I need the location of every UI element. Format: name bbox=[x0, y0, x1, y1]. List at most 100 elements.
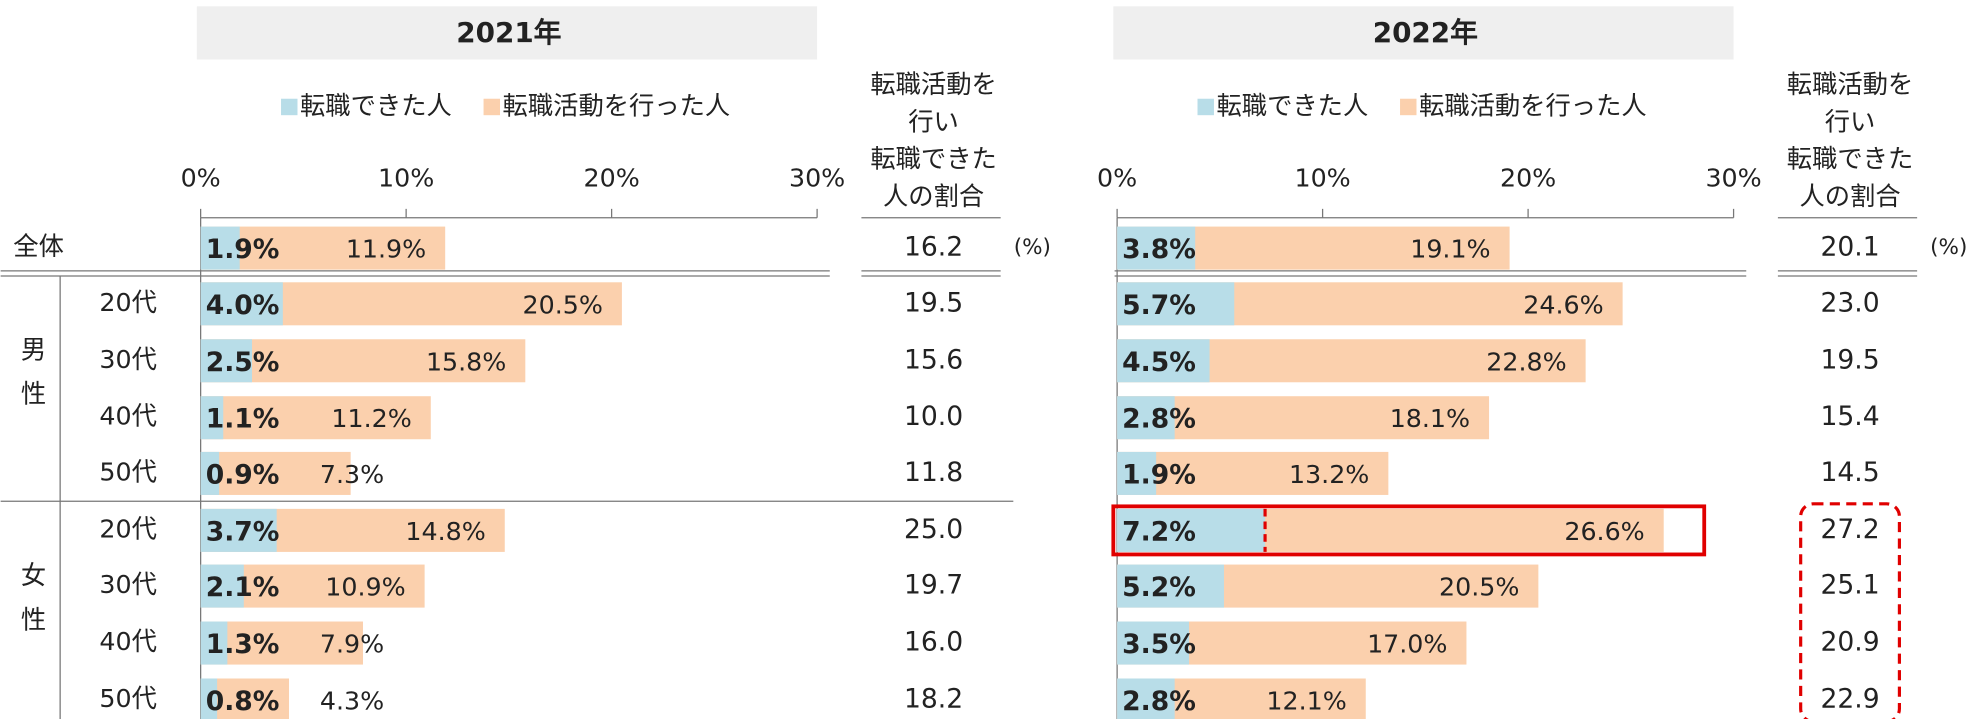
data-label: 3.8% bbox=[1122, 234, 1196, 265]
row-label: 40代 bbox=[99, 627, 156, 656]
data-label: 7.3% bbox=[320, 460, 384, 489]
row-label: 全体 bbox=[13, 232, 64, 261]
unit-label: (%) bbox=[1930, 235, 1967, 260]
data-label: 22.8% bbox=[1486, 347, 1566, 376]
ratio-value: 27.2 bbox=[1820, 514, 1879, 545]
bar bbox=[200, 339, 253, 383]
bar bbox=[1117, 226, 1196, 270]
legend-swatch bbox=[281, 98, 298, 116]
x-tick-label: 10% bbox=[1294, 164, 1350, 193]
bar bbox=[200, 451, 220, 495]
ratio-value: 15.6 bbox=[904, 344, 963, 375]
column-header: 転職活動を bbox=[1787, 70, 1914, 99]
chart-title: 2021年 bbox=[456, 16, 561, 49]
data-label: 10.9% bbox=[325, 573, 405, 602]
data-label: 15.8% bbox=[426, 347, 506, 376]
data-label: 18.1% bbox=[1390, 404, 1470, 433]
row-label: 20代 bbox=[99, 288, 156, 317]
ratio-value: 15.4 bbox=[1820, 401, 1879, 432]
bar bbox=[1117, 451, 1157, 495]
data-label: 14.8% bbox=[405, 517, 485, 546]
bar bbox=[200, 226, 240, 270]
data-label: 7.9% bbox=[320, 630, 384, 659]
column-header: 行い bbox=[908, 107, 959, 136]
ratio-value: 11.8 bbox=[904, 457, 963, 488]
data-label: 1.9% bbox=[1122, 459, 1196, 490]
ratio-value: 19.5 bbox=[904, 287, 963, 318]
data-label: 7.2% bbox=[1122, 516, 1196, 547]
title-box bbox=[196, 6, 818, 60]
x-tick-label: 0% bbox=[181, 164, 221, 193]
data-label: 2.5% bbox=[206, 347, 280, 378]
row-label: 30代 bbox=[99, 345, 156, 374]
bar bbox=[1117, 396, 1175, 440]
legend-label: 転職活動を行った人 bbox=[1419, 92, 1647, 121]
data-label: 5.7% bbox=[1122, 290, 1196, 321]
bar bbox=[1117, 282, 1235, 326]
bar bbox=[1117, 564, 1224, 608]
data-label: 20.5% bbox=[1439, 573, 1519, 602]
x-tick-label: 20% bbox=[584, 164, 640, 193]
x-tick-label: 20% bbox=[1500, 164, 1556, 193]
column-header: 人の割合 bbox=[883, 182, 984, 211]
data-label: 13.2% bbox=[1289, 460, 1369, 489]
x-tick-label: 0% bbox=[1097, 164, 1137, 193]
ratio-value: 23.0 bbox=[1820, 287, 1879, 318]
x-tick-label: 30% bbox=[1705, 164, 1761, 193]
row-label: 40代 bbox=[99, 402, 156, 431]
group-label: 男 bbox=[21, 335, 46, 364]
row-label: 30代 bbox=[99, 570, 156, 599]
data-label: 4.3% bbox=[320, 687, 384, 716]
highlight-box bbox=[1111, 504, 1707, 557]
bar bbox=[1117, 621, 1190, 665]
bar bbox=[1117, 339, 1210, 383]
bar bbox=[200, 396, 224, 440]
data-label: 26.6% bbox=[1564, 517, 1644, 546]
row-label: 50代 bbox=[99, 684, 156, 713]
data-label: 2.1% bbox=[206, 572, 280, 603]
data-label: 5.2% bbox=[1122, 572, 1196, 603]
legend-swatch bbox=[483, 98, 501, 116]
bar bbox=[1117, 451, 1389, 495]
group-label: 性 bbox=[21, 606, 46, 635]
data-label: 3.5% bbox=[1122, 629, 1196, 660]
ratio-value: 14.5 bbox=[1820, 457, 1879, 488]
group-label: 女 bbox=[21, 561, 46, 590]
ratio-value: 16.0 bbox=[904, 627, 963, 658]
legend-label: 転職できた人 bbox=[300, 92, 452, 121]
data-label: 0.9% bbox=[206, 459, 280, 490]
ratio-value: 18.2 bbox=[904, 684, 963, 715]
title-box bbox=[1113, 6, 1734, 60]
ratio-value: 10.0 bbox=[904, 401, 963, 432]
bar bbox=[200, 621, 363, 665]
row-label: 50代 bbox=[99, 457, 156, 486]
legend-swatch bbox=[1400, 98, 1417, 116]
data-label: 2.8% bbox=[1122, 404, 1196, 435]
bar bbox=[200, 564, 244, 608]
bar bbox=[200, 621, 228, 665]
group-label: 性 bbox=[21, 380, 46, 409]
bar bbox=[1117, 678, 1175, 719]
column-header: 人の割合 bbox=[1799, 182, 1900, 211]
bar bbox=[200, 508, 277, 552]
legend-swatch bbox=[1197, 98, 1214, 116]
chart-title: 2022年 bbox=[1373, 16, 1478, 49]
bar bbox=[200, 339, 526, 383]
ratio-value: 25.1 bbox=[1820, 570, 1879, 601]
data-label: 11.2% bbox=[331, 404, 411, 433]
bar bbox=[200, 678, 218, 719]
data-label: 19.1% bbox=[1410, 235, 1490, 264]
data-label: 2.8% bbox=[1122, 686, 1196, 717]
ratio-value: 16.2 bbox=[904, 232, 963, 263]
data-label: 0.8% bbox=[206, 686, 280, 717]
highlight-box bbox=[1799, 502, 1901, 719]
bar bbox=[200, 282, 283, 326]
column-header: 転職活動を bbox=[870, 70, 997, 99]
data-label: 4.0% bbox=[206, 290, 280, 321]
ratio-value: 25.0 bbox=[904, 514, 963, 545]
ratio-value: 20.1 bbox=[1820, 232, 1879, 263]
data-label: 12.1% bbox=[1266, 687, 1346, 716]
bar bbox=[1117, 396, 1490, 440]
data-label: 1.9% bbox=[206, 234, 280, 265]
